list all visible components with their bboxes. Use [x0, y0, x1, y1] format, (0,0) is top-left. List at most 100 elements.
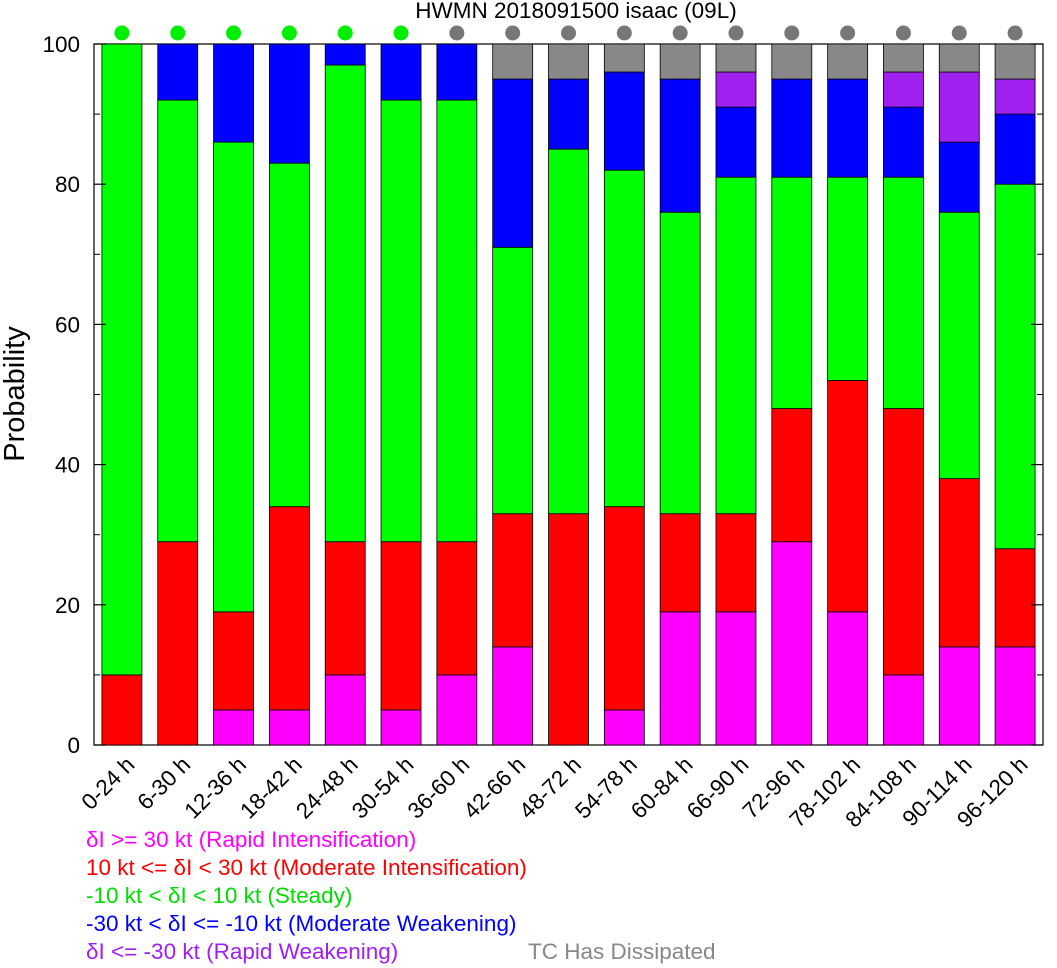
- x-tick-label-6: 36-60 h: [403, 752, 475, 824]
- legend-item-rapid-weakening: δI <= -30 kt (Rapid Weakening): [86, 939, 399, 964]
- x-tick-label-7: 42-66 h: [459, 752, 531, 824]
- bar-segment-14-2: [883, 176, 924, 409]
- bar-segment-14-5: [883, 43, 924, 73]
- bar-segment-16-0: [994, 646, 1036, 746]
- bar-segment-3-2: [268, 162, 310, 508]
- status-dot-9: [616, 25, 632, 41]
- bar-segment-5-2: [380, 99, 422, 543]
- bar-segment-6-1: [436, 541, 478, 676]
- bar-segment-13-1: [827, 380, 869, 613]
- bar-segment-3-0: [268, 709, 310, 746]
- bar-segment-15-2: [938, 211, 980, 480]
- bar-segment-12-1: [771, 408, 813, 543]
- bar-segment-11-3: [715, 106, 757, 178]
- bar-segment-15-3: [938, 141, 980, 213]
- status-dot-3: [281, 25, 297, 41]
- bar-segment-13-5: [827, 43, 869, 80]
- y-tick-label-1: 20: [55, 593, 80, 618]
- bar-segment-6-0: [436, 674, 478, 746]
- bar-segment-9-3: [603, 71, 645, 171]
- bar-segment-7-3: [492, 78, 534, 248]
- bar-segment-0-1: [101, 674, 143, 746]
- bar-segment-8-2: [548, 148, 589, 515]
- bar-segment-12-5: [771, 43, 813, 80]
- bar-segment-8-1: [548, 513, 589, 746]
- bar-segment-7-0: [492, 646, 534, 746]
- bar-segment-12-3: [771, 78, 813, 178]
- x-tick-label-11: 66-90 h: [682, 752, 754, 824]
- status-dot-4: [337, 25, 353, 41]
- bar-segment-15-5: [938, 43, 980, 73]
- bar-segment-4-1: [324, 541, 366, 676]
- chart-title: HWMN 2018091500 isaac (09L): [415, 0, 736, 23]
- bar-segment-1-1: [157, 541, 199, 746]
- bar-segment-9-5: [603, 43, 645, 73]
- bar-segment-3-3: [268, 43, 310, 164]
- status-dot-5: [393, 25, 409, 41]
- bar-segment-12-0: [771, 541, 813, 746]
- bar-segment-5-3: [380, 43, 422, 101]
- status-dot-13: [840, 25, 856, 41]
- bar-segment-1-2: [157, 99, 199, 543]
- y-tick-label-0: 0: [67, 733, 80, 758]
- bar-segment-5-0: [380, 709, 422, 746]
- y-tick-label-4: 80: [55, 172, 80, 197]
- bar-segment-13-3: [827, 78, 869, 178]
- status-dot-15: [951, 25, 967, 41]
- legend-item-moderate-intensification: 10 kt <= δI < 30 kt (Moderate Intensific…: [86, 855, 527, 880]
- bar-segment-2-2: [213, 141, 254, 613]
- bar-segment-16-3: [994, 113, 1036, 185]
- bar-segment-9-1: [603, 506, 645, 711]
- bar-segment-8-5: [548, 43, 589, 80]
- bar-segment-0-2: [101, 43, 143, 676]
- bar-segment-14-1: [883, 408, 924, 676]
- bar-segment-10-5: [659, 43, 701, 80]
- bar-segment-8-3: [548, 78, 589, 150]
- plot-area: 0-24 h6-30 h12-36 h18-42 h24-48 h30-54 h…: [42, 25, 1044, 832]
- legend-item-rapid-intensification: δI >= 30 kt (Rapid Intensification): [86, 827, 417, 852]
- bar-segment-13-0: [827, 611, 869, 746]
- bar-segment-15-0: [938, 646, 980, 746]
- bar-segment-4-2: [324, 64, 366, 543]
- bar-segment-16-2: [994, 183, 1036, 550]
- bar-segment-16-5: [994, 43, 1036, 80]
- bar-segment-9-2: [603, 169, 645, 508]
- status-dot-0: [114, 25, 130, 41]
- y-axis-label: Probability: [0, 326, 31, 462]
- legend-item-steady: -10 kt < δI < 10 kt (Steady): [86, 883, 353, 908]
- bar-segment-2-3: [213, 43, 254, 143]
- y-tick-label-3: 60: [55, 312, 80, 337]
- bar-segment-1-3: [157, 43, 199, 101]
- bar-segment-7-1: [492, 513, 534, 648]
- bar-segment-11-5: [715, 43, 757, 73]
- status-dot-7: [505, 25, 521, 41]
- bar-segment-11-4: [715, 71, 757, 108]
- x-tick-label-0: 0-24 h: [77, 752, 140, 815]
- bar-segment-6-2: [436, 99, 478, 543]
- bar-segment-11-0: [715, 611, 757, 746]
- x-tick-label-8: 48-72 h: [514, 752, 586, 824]
- status-dot-1: [170, 25, 186, 41]
- x-tick-label-2: 12-36 h: [179, 752, 251, 824]
- x-tick-label-4: 24-48 h: [291, 752, 363, 824]
- legend-item-dissipated: TC Has Dissipated: [528, 939, 716, 964]
- bar-segment-6-3: [436, 43, 478, 101]
- bar-segment-10-0: [659, 611, 701, 746]
- bar-segment-16-4: [994, 78, 1036, 115]
- y-tick-label-5: 100: [42, 32, 80, 57]
- bar-segment-15-4: [938, 71, 980, 143]
- bar-segment-4-0: [324, 674, 366, 746]
- y-tick-label-2: 40: [55, 453, 80, 478]
- bar-segment-15-1: [938, 478, 980, 648]
- bar-segment-16-1: [994, 548, 1036, 648]
- x-tick-label-10: 60-84 h: [626, 752, 698, 824]
- bar-segment-14-3: [883, 106, 924, 178]
- status-dot-10: [672, 25, 688, 41]
- bar-segment-11-1: [715, 513, 757, 613]
- bar-segment-2-1: [213, 611, 254, 711]
- status-dot-14: [895, 25, 911, 41]
- legend-item-moderate-weakening: -30 kt < δI <= -10 kt (Moderate Weakenin…: [86, 911, 517, 936]
- bar-segment-2-0: [213, 709, 254, 746]
- bar-segment-14-0: [883, 674, 924, 746]
- status-dot-11: [728, 25, 744, 41]
